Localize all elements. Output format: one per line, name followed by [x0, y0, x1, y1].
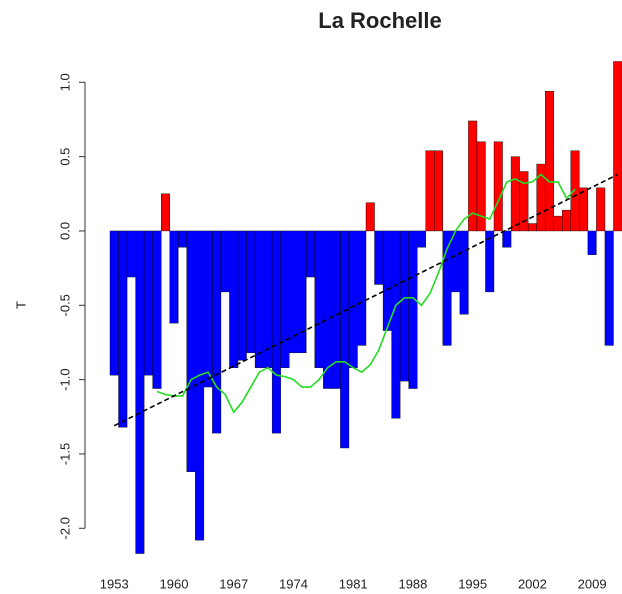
- bar: [306, 230, 315, 278]
- bar: [178, 230, 187, 248]
- bar: [246, 230, 256, 354]
- bar: [271, 230, 281, 434]
- y-tick-label: -1.5: [57, 443, 72, 465]
- x-tick-label: 1995: [458, 576, 487, 591]
- bar: [604, 230, 614, 346]
- x-tick-label: 1981: [339, 576, 368, 591]
- bar: [374, 230, 384, 285]
- bar: [203, 230, 213, 388]
- bar: [408, 230, 418, 389]
- bar: [527, 223, 537, 232]
- bar: [357, 230, 367, 346]
- bar: [382, 230, 392, 331]
- x-tick-label: 2002: [518, 576, 547, 591]
- bar: [160, 193, 170, 232]
- bar: [553, 215, 563, 232]
- bar: [135, 230, 145, 554]
- bar: [434, 150, 443, 232]
- bar: [570, 150, 580, 232]
- bar: [186, 230, 196, 472]
- bar: [254, 230, 264, 368]
- trend-line: [113, 173, 619, 427]
- y-tick-label: 0.0: [57, 222, 72, 240]
- bar: [587, 230, 597, 255]
- bar: [365, 202, 375, 232]
- bar: [425, 150, 435, 232]
- bar: [118, 230, 128, 428]
- bar: [613, 61, 622, 232]
- bar: [109, 230, 119, 376]
- bar: [280, 230, 290, 368]
- x-tick-label: 1988: [398, 576, 427, 591]
- y-tick-label: 1.0: [57, 73, 72, 91]
- bar: [169, 230, 179, 324]
- bar: [314, 230, 324, 368]
- bar: [212, 230, 222, 434]
- x-tick-label: 1974: [279, 576, 308, 591]
- bar: [451, 230, 461, 293]
- bar: [545, 91, 554, 232]
- bar: [510, 156, 520, 232]
- bar: [331, 230, 341, 389]
- smooth-line: [156, 173, 576, 414]
- bar: [263, 230, 273, 368]
- bar: [340, 230, 350, 449]
- y-tick-label: 0.5: [57, 148, 72, 166]
- y-tick-label: -0.5: [57, 294, 72, 316]
- x-tick-label: 1953: [100, 576, 129, 591]
- bar: [348, 230, 358, 368]
- bar: [459, 230, 469, 315]
- y-axis-label: T: [13, 301, 28, 309]
- bar: [391, 230, 401, 419]
- bar: [493, 141, 503, 232]
- bar: [562, 209, 571, 232]
- x-tick-label: 1967: [219, 576, 248, 591]
- bar: [297, 230, 307, 354]
- bar: [229, 230, 239, 368]
- bar: [502, 230, 512, 248]
- bar: [485, 230, 495, 293]
- chart-title: La Rochelle: [318, 8, 441, 33]
- bar: [237, 230, 247, 361]
- bar: [126, 230, 136, 278]
- bar: [519, 171, 529, 232]
- bar: [417, 230, 426, 248]
- y-tick-label: -2.0: [57, 517, 72, 539]
- bar: [596, 187, 606, 232]
- bar: [579, 187, 589, 232]
- bar: [195, 230, 205, 541]
- x-tick-label: 2009: [578, 576, 607, 591]
- y-tick-label: -1.0: [57, 368, 72, 390]
- bar: [143, 230, 153, 376]
- bar: [399, 230, 409, 382]
- bar: [476, 141, 486, 232]
- x-tick-label: 1960: [160, 576, 189, 591]
- bar: [220, 230, 230, 293]
- bar: [152, 230, 162, 389]
